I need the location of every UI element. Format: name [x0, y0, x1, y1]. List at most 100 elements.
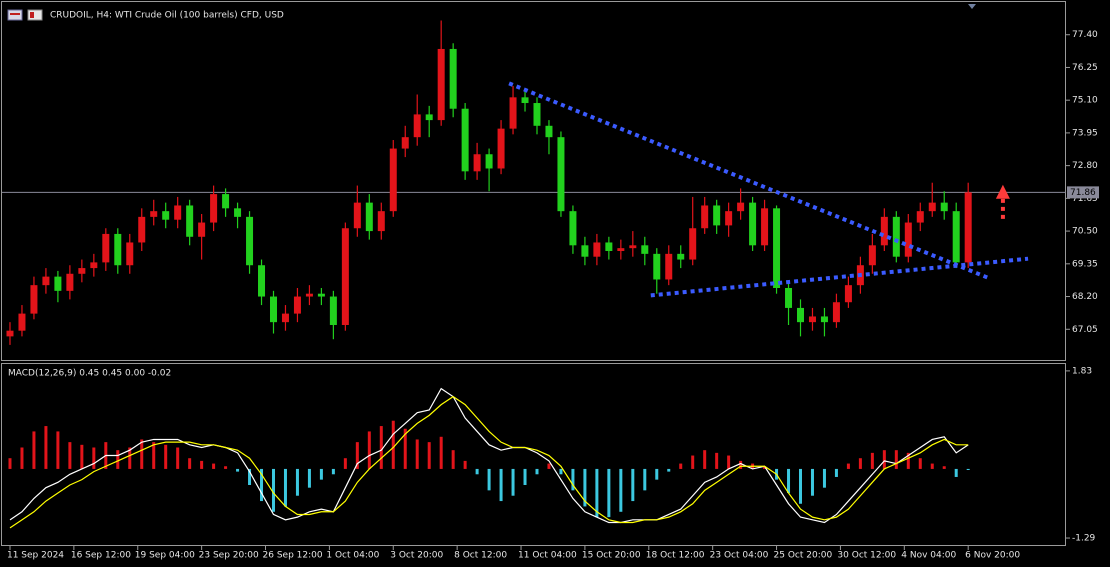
candle-body [868, 245, 876, 266]
candle-body [952, 211, 960, 263]
last-price-box [1067, 186, 1099, 199]
histogram-bar [295, 468, 299, 496]
histogram-bar [403, 428, 407, 469]
histogram-bar [499, 468, 503, 502]
histogram-bar [739, 460, 743, 469]
candle-body [138, 216, 146, 243]
trend-line [650, 256, 1029, 298]
candle-body [413, 114, 421, 138]
histogram-bar [523, 468, 527, 485]
candle-body [521, 97, 529, 104]
candle-body [749, 202, 757, 246]
histogram-bar [248, 468, 252, 485]
x-tick-label: 16 Sep 12:00 [71, 551, 131, 561]
candle-body [461, 108, 469, 172]
candle-body [90, 262, 98, 269]
candle-body [497, 128, 505, 169]
candle-body [677, 253, 685, 260]
histogram-bar [619, 468, 623, 512]
candle-body [808, 316, 816, 323]
histogram-bar [128, 447, 132, 469]
histogram-bar [858, 458, 862, 469]
histogram-bar [56, 431, 60, 469]
histogram-bar [703, 450, 707, 469]
y-tick-label: 72.80 [1072, 161, 1098, 171]
candle-body [653, 253, 661, 280]
histogram-bar [176, 447, 180, 469]
y-tick-label: 70.50 [1072, 227, 1098, 237]
histogram-bar [271, 468, 275, 512]
histogram-bar [32, 431, 36, 469]
candle-body [916, 211, 924, 223]
histogram-bar [787, 468, 791, 494]
histogram-bar [355, 442, 359, 469]
histogram-bar [691, 455, 695, 469]
candle-body [126, 242, 134, 266]
histogram-bar [882, 450, 886, 469]
candle-body [186, 205, 194, 237]
x-tick-label: 26 Sep 12:00 [263, 551, 323, 561]
candle-body [665, 253, 673, 280]
y-tick-label: 1.83 [1072, 366, 1092, 376]
histogram-bar [511, 468, 515, 496]
histogram-bar [319, 468, 323, 480]
histogram-bar [331, 468, 335, 475]
histogram-bar [8, 458, 12, 469]
histogram-bar [643, 468, 647, 491]
x-tick-label: 3 Oct 20:00 [390, 551, 443, 561]
y-tick-label: 73.95 [1072, 128, 1098, 138]
candle-body [353, 202, 361, 229]
histogram-bar [451, 450, 455, 469]
candle-body [892, 216, 900, 257]
macd-line [9, 395, 969, 529]
candle-body [785, 288, 793, 308]
histogram-bar [80, 444, 84, 469]
candle-body [940, 202, 948, 212]
candle-body [258, 265, 266, 297]
candle-body [293, 296, 301, 314]
candle-body [389, 148, 397, 212]
x-tick-label: 6 Nov 20:00 [965, 551, 1020, 561]
histogram-bar [343, 458, 347, 469]
candle-body [844, 285, 852, 303]
y-tick-label: 75.10 [1072, 96, 1098, 106]
candle-body [605, 242, 613, 252]
candle-body [449, 48, 457, 109]
candle-body [725, 211, 733, 226]
candle-body [533, 103, 541, 126]
candle-body [581, 245, 589, 257]
candle-body [797, 307, 805, 323]
histogram-bar [116, 450, 120, 469]
x-tick-label: 11 Sep 2024 [7, 551, 64, 561]
x-tick-label: 19 Sep 04:00 [135, 551, 195, 561]
x-tick-label: 15 Oct 20:00 [582, 551, 641, 561]
candle-body [305, 293, 313, 297]
histogram-bar [846, 463, 850, 469]
y-tick-label: 68.20 [1072, 292, 1098, 302]
candle-body [329, 296, 337, 325]
candle-body [737, 202, 745, 212]
y-tick-label: 71.65 [1072, 194, 1098, 204]
shift-marker [968, 4, 976, 9]
icon[interactable] [27, 9, 43, 21]
histogram-bar [236, 468, 240, 472]
symbol-icons[interactable] [7, 9, 43, 21]
histogram-bar [822, 468, 826, 488]
icon-stripe [30, 12, 34, 18]
candle-body [102, 233, 110, 263]
candle-body [485, 154, 493, 169]
candle-body [545, 125, 553, 138]
trend-line [508, 81, 991, 281]
candle-body [437, 48, 445, 121]
histogram-bar [547, 463, 551, 469]
histogram-bar [260, 468, 264, 502]
icon-stripe [10, 13, 20, 15]
histogram-bar [942, 466, 946, 469]
candle-body [377, 211, 385, 232]
candle-body [234, 208, 242, 217]
candle-body [18, 313, 26, 331]
candle-body [629, 245, 637, 249]
histogram-bar [152, 442, 156, 469]
histogram-bar [427, 442, 431, 469]
candle-body [689, 228, 697, 260]
